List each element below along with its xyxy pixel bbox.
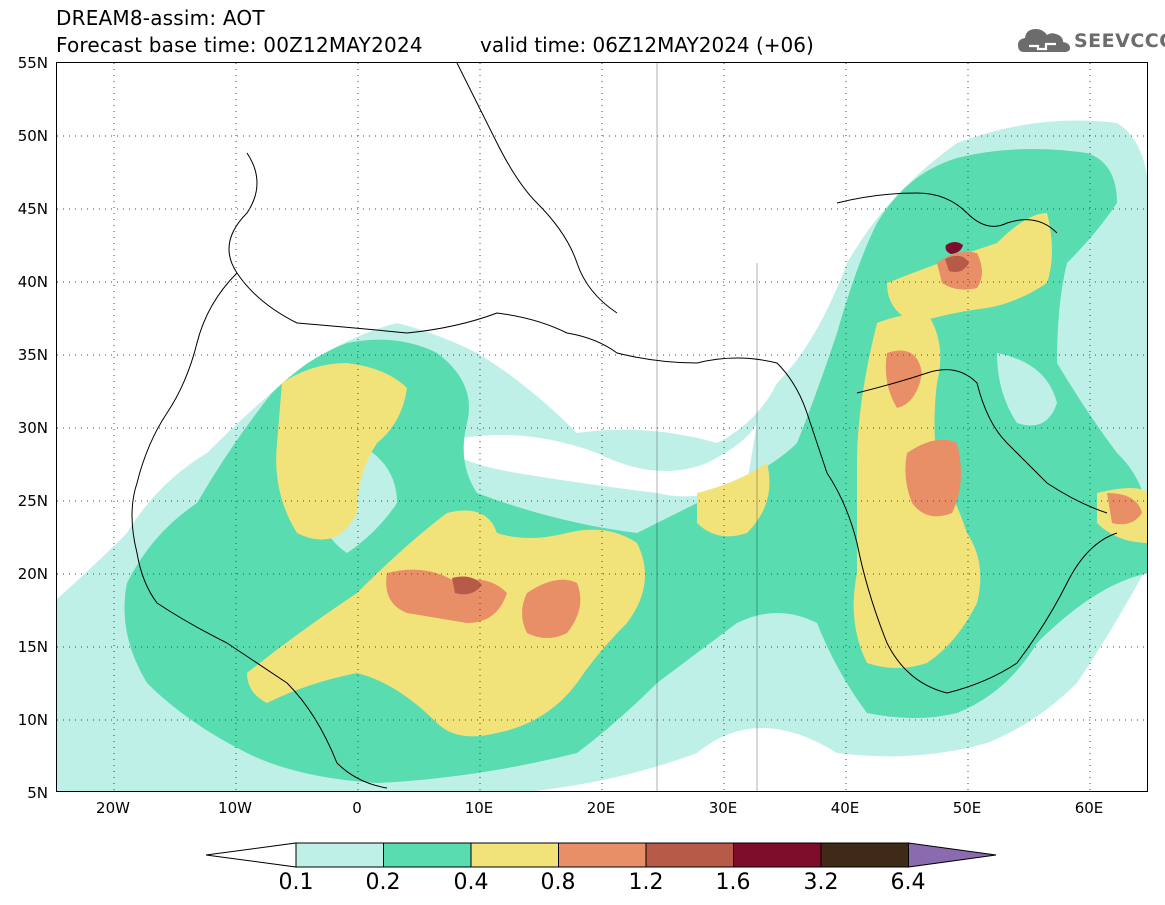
colorbar-extend-high	[908, 842, 997, 868]
lat-label-45n: 45N	[17, 200, 48, 218]
grid-lines	[57, 63, 1147, 791]
lon-label-30e: 30E	[708, 799, 738, 817]
colorbar-label: 3.2	[803, 870, 839, 895]
colorbar-label: 0.2	[365, 870, 401, 895]
lat-label-40n: 40N	[17, 273, 48, 291]
colorbar-bin-1-6	[733, 842, 822, 868]
lon-label-40e: 40E	[830, 799, 860, 817]
forecast-base-time: Forecast base time: 00Z12MAY2024	[56, 33, 423, 57]
colorbar-label: 6.4	[890, 870, 926, 895]
aot-layer-1-6	[945, 242, 963, 254]
lat-label-15n: 15N	[17, 638, 48, 656]
lat-label-25n: 25N	[17, 492, 48, 510]
lon-label-0: 0	[352, 799, 362, 817]
lat-label-55n: 55N	[17, 54, 48, 72]
lon-label-20e: 20E	[586, 799, 616, 817]
colorbar-bin-1-2	[645, 842, 734, 868]
lat-label-20n: 20N	[17, 565, 48, 583]
colorbar-label: 1.6	[715, 870, 751, 895]
lat-label-5n: 5N	[27, 784, 48, 802]
aot-layer-1-2	[452, 255, 969, 595]
lat-label-30n: 30N	[17, 419, 48, 437]
seevccc-logo: SEEVCCC	[1016, 24, 1165, 58]
colorbar-extend-low	[206, 842, 297, 868]
logo-text: SEEVCCC	[1074, 30, 1165, 52]
colorbar-label: 0.8	[540, 870, 576, 895]
colorbar-bin-0-1	[295, 842, 384, 868]
map-area	[56, 62, 1148, 792]
lon-label-20w: 20W	[96, 799, 130, 817]
colorbar-bin-3-2	[820, 842, 909, 868]
colorbar-label: 0.1	[278, 870, 314, 895]
colorbar-bin-0-8	[558, 842, 647, 868]
lat-label-35n: 35N	[17, 346, 48, 364]
map-title: DREAM8-assim: AOT	[56, 6, 265, 30]
colorbar	[206, 842, 997, 868]
lat-label-50n: 50N	[17, 127, 48, 145]
valid-time: valid time: 06Z12MAY2024 (+06)	[480, 33, 814, 57]
lon-label-50e: 50E	[952, 799, 982, 817]
lon-label-60e: 60E	[1074, 799, 1104, 817]
lat-label-10n: 10N	[17, 711, 48, 729]
colorbar-bin-0-2	[383, 842, 472, 868]
lon-label-10w: 10W	[218, 799, 252, 817]
lon-label-10e: 10E	[464, 799, 494, 817]
colorbar-label: 0.4	[453, 870, 489, 895]
coastlines	[131, 63, 1118, 791]
colorbar-label: 1.2	[628, 870, 664, 895]
colorbar-bin-0-4	[470, 842, 559, 868]
cloud-icon	[1018, 29, 1070, 52]
aot-map	[57, 63, 1147, 791]
